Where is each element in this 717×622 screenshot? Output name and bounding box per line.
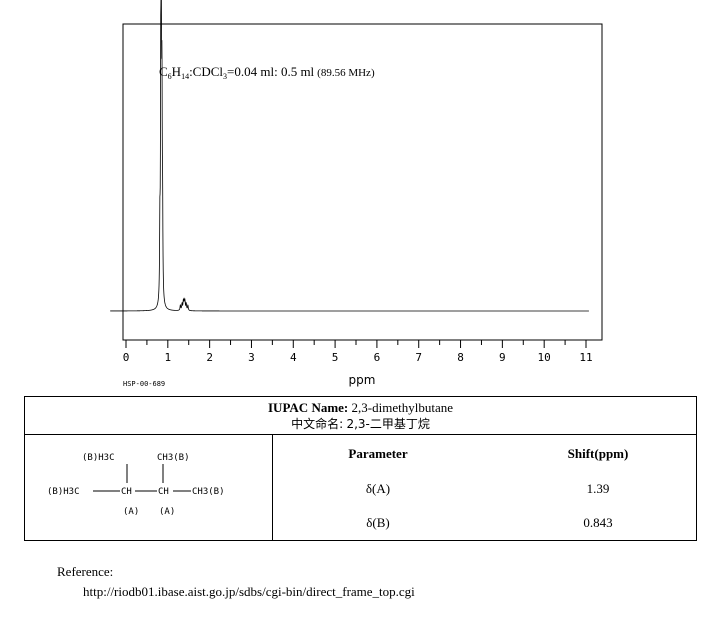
struct-top-left: (B)H3C: [82, 453, 115, 463]
x-tick-label-2: 2: [206, 351, 213, 364]
x-tick-label-0: 0: [123, 351, 130, 364]
struct-right: CH3(B): [192, 487, 225, 497]
structure-cell: (B)H3C CH3(B) (B)H3C CH CH CH3(B) (A) (A…: [25, 435, 273, 540]
chinese-label: 中文命名:: [291, 417, 344, 431]
struct-center-left: CH: [121, 487, 132, 497]
x-tick-label-5: 5: [332, 351, 339, 364]
reference-label: Reference:: [57, 564, 114, 579]
row-a-shift: 1.39: [586, 481, 610, 496]
compound-info-table: IUPAC Name: 2,3-dimethylbutane 中文命名: 2,3…: [24, 396, 697, 541]
reference-url[interactable]: http://riodb01.ibase.aist.go.jp/sdbs/cgi…: [83, 584, 415, 599]
struct-left: (B)H3C: [47, 487, 80, 497]
iupac-label: IUPAC Name:: [268, 400, 349, 415]
struct-label-a2: (A): [159, 507, 175, 517]
x-tick-label-11: 11: [579, 351, 592, 364]
struct-center-right: CH: [158, 487, 169, 497]
compound-name-row: IUPAC Name: 2,3-dimethylbutane 中文命名: 2,3…: [25, 397, 696, 435]
structure-diagram: (B)H3C CH3(B) (B)H3C CH CH CH3(B) (A) (A…: [47, 453, 225, 517]
nmr-spectrum-chart: C6H14:CDCl3=0.04 ml: 0.5 ml (89.56 MHz) 1…: [110, 0, 603, 388]
x-tick-label-7: 7: [415, 351, 422, 364]
x-tick-label-10: 10: [538, 351, 551, 364]
row-a-parameter: δ(A): [365, 481, 391, 496]
spectrum-trace: [110, 0, 589, 312]
x-tick-label-6: 6: [374, 351, 381, 364]
assignment-table: Parameter Shift(ppm) δ(A) 1.39 δ(B) 0.84…: [273, 435, 696, 540]
header-parameter: Parameter: [348, 446, 408, 461]
measurement-conditions: C6H14:CDCl3=0.04 ml: 0.5 ml (89.56 MHz): [159, 64, 375, 81]
struct-label-a1: (A): [123, 507, 139, 517]
iupac-name-line: IUPAC Name: 2,3-dimethylbutane: [25, 400, 696, 416]
chinese-name-line: 中文命名: 2,3-二甲基丁烷: [25, 416, 696, 432]
chinese-name: 2,3-二甲基丁烷: [346, 417, 430, 431]
x-tick-label-9: 9: [499, 351, 506, 364]
row-b-shift: 0.843: [583, 515, 613, 530]
header-shift: Shift(ppm): [567, 446, 629, 461]
iupac-name: 2,3-dimethylbutane: [351, 400, 453, 415]
struct-top-right: CH3(B): [157, 453, 190, 463]
x-tick-label-3: 3: [248, 351, 255, 364]
x-tick-label-1: 1: [165, 351, 172, 364]
spectrum-id: HSP-00-689: [123, 380, 165, 388]
row-b-parameter: δ(B): [366, 515, 390, 530]
x-axis-label: ppm: [349, 373, 376, 387]
reference-block: Reference: http://riodb01.ibase.aist.go.…: [57, 562, 415, 602]
x-tick-label-8: 8: [457, 351, 464, 364]
x-tick-label-4: 4: [290, 351, 297, 364]
